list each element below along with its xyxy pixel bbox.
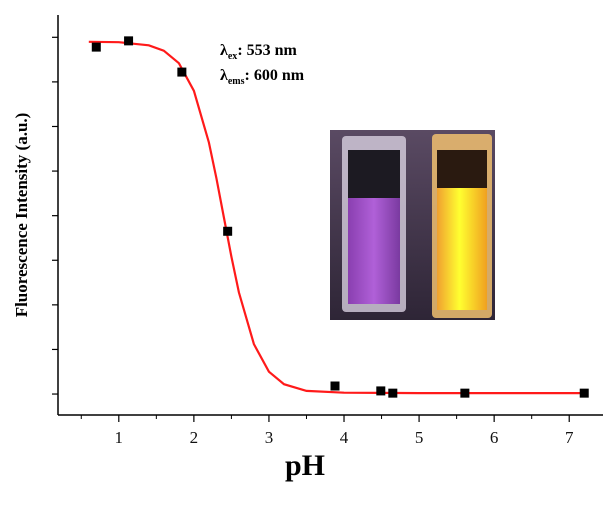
annotation-subscript: ex	[228, 51, 237, 62]
annotation: λex: 553 nm	[220, 42, 298, 62]
annotation-text: : 553 nm	[237, 42, 297, 59]
data-point	[460, 388, 470, 398]
x-tick-label: 7	[565, 428, 574, 447]
annotation-text: : 600 nm	[245, 67, 305, 84]
x-tick-label: 5	[415, 428, 424, 447]
fit-line	[88, 40, 585, 395]
data-point	[124, 36, 134, 46]
annotation: λems: 600 nm	[220, 67, 305, 87]
data-point	[376, 386, 386, 396]
data-point	[579, 388, 589, 398]
inset-photo	[330, 130, 495, 320]
annotation-subscript: ems	[228, 76, 245, 87]
annotation-symbol: λ	[220, 67, 228, 84]
annotation-symbol: λ	[220, 42, 228, 59]
x-tick-label: 6	[490, 428, 499, 447]
y-axis-title: Fluorescence Intensity (a.u.)	[12, 113, 31, 318]
data-point	[330, 381, 340, 391]
x-tick-label: 4	[340, 428, 349, 447]
x-tick-label: 1	[115, 428, 124, 447]
x-tick-label: 3	[265, 428, 274, 447]
data-point	[177, 67, 187, 77]
x-tick-label: 2	[190, 428, 199, 447]
data-point	[91, 42, 101, 52]
x-axis-title: pH	[285, 449, 325, 482]
data-point	[388, 388, 398, 398]
data-point	[223, 226, 233, 236]
